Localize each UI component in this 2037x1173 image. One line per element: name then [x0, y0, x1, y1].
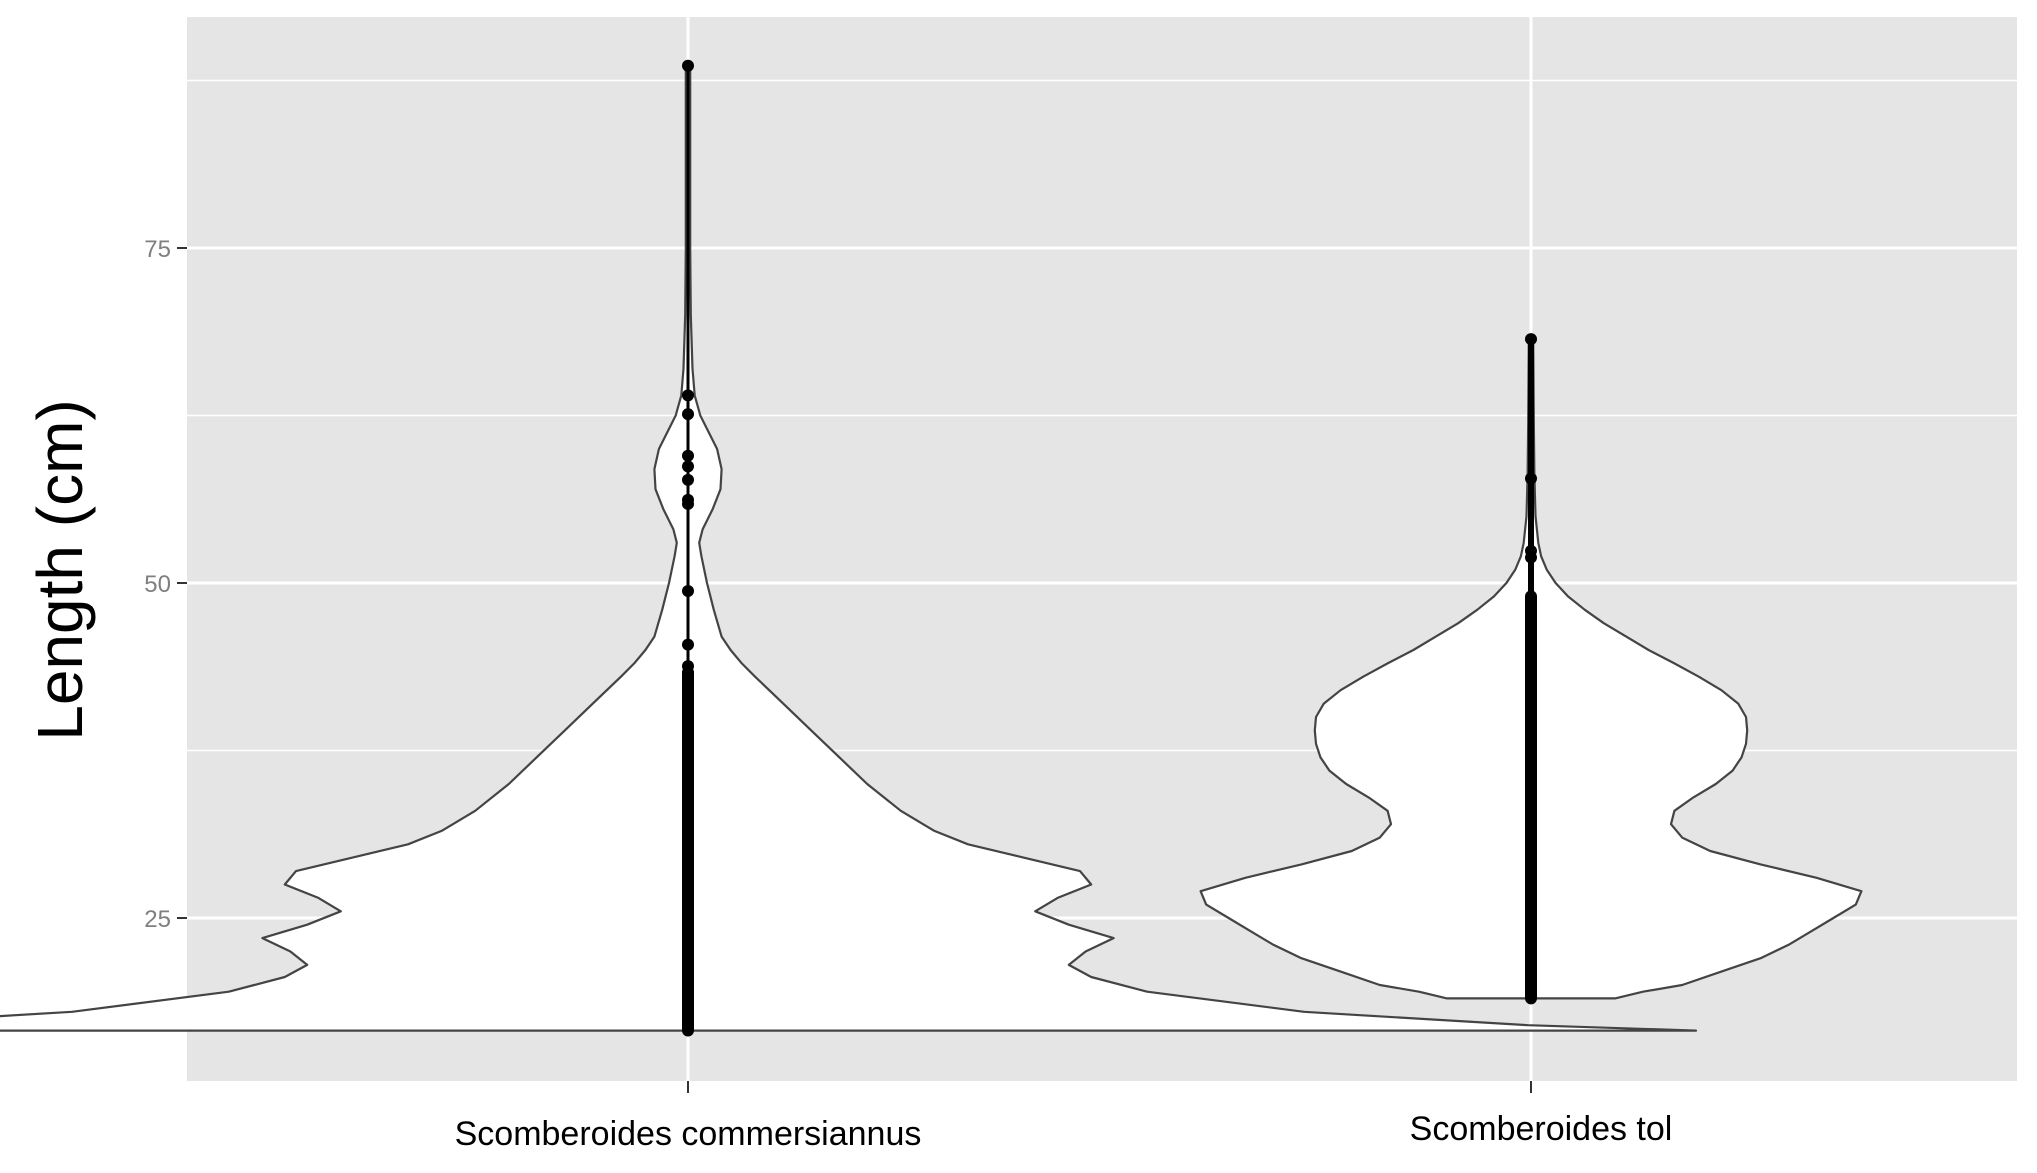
y-axis-title: Length (cm) [24, 399, 96, 740]
data-point [682, 585, 694, 598]
y-tick-label: 50 [144, 571, 171, 598]
data-point [1525, 472, 1537, 485]
x-category-label: Scomberoides tol [1410, 1110, 1673, 1148]
data-point [682, 449, 694, 462]
data-point [682, 460, 694, 473]
data-point [1525, 551, 1537, 564]
data-point [682, 473, 694, 486]
data-point [682, 497, 694, 510]
data-point [1525, 333, 1537, 346]
axes: 25 50 75 Scomberoides commersiannus Scombero… [144, 236, 1672, 1153]
y-tick-label: 25 [144, 906, 171, 933]
violin-group [1199, 333, 1863, 1005]
y-tick-label: 75 [144, 236, 171, 263]
violins [0, 59, 1863, 1037]
data-point [682, 638, 694, 651]
data-point [682, 389, 694, 402]
data-point [682, 408, 694, 421]
data-point [682, 666, 694, 679]
violin-group [0, 59, 1698, 1037]
x-category-label: Scomberoides commersiannus [455, 1115, 922, 1153]
data-point [682, 59, 694, 72]
